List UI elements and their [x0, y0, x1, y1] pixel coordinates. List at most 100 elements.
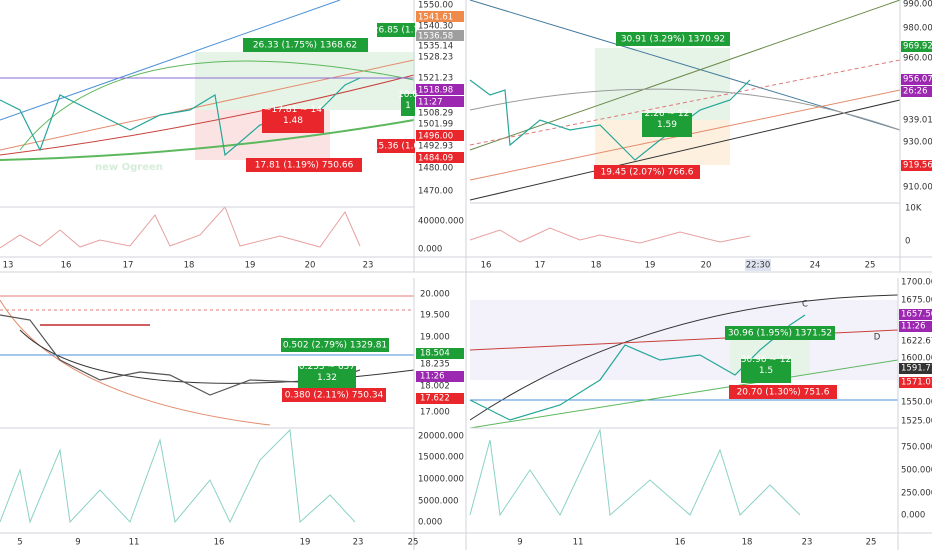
price-label: 11:27: [418, 98, 443, 108]
date-label: 17: [535, 261, 546, 271]
price-label: 17.622: [420, 394, 450, 404]
date-label: 17: [123, 261, 134, 271]
price-label: 18.504: [420, 349, 450, 359]
price-label: 1480.00: [418, 164, 453, 174]
date-label: 9: [517, 538, 522, 548]
date-label: 19: [300, 538, 311, 548]
volume-label: 250.000: [901, 489, 932, 499]
price-label: 969.92: [903, 42, 932, 52]
date-label: 25: [408, 538, 419, 548]
price-label: 17.000: [420, 408, 450, 418]
annotation: 10.6: [398, 90, 418, 100]
volume-label: 750.000: [901, 443, 932, 453]
price-label: 1470.00: [418, 187, 453, 197]
price-label: 1492.93: [418, 142, 453, 152]
price-label: 1496.00: [418, 132, 453, 142]
annotation: 30.96 (1.95%) 1371.52: [728, 329, 832, 339]
price-label: 18.002: [420, 382, 450, 392]
date-label: 16: [61, 261, 72, 271]
volume-label: 40000.000: [418, 217, 464, 227]
watermark: new Ogreen: [95, 162, 163, 173]
volume-label: 0.000: [418, 245, 442, 255]
price-label: 1571.01: [901, 378, 932, 388]
price-label: 1508.29: [418, 109, 453, 119]
annotation: D: [874, 333, 881, 343]
price-label: 1501.99: [418, 120, 453, 130]
annotation: 26.85 (1.7: [373, 26, 419, 36]
date-label: 20: [701, 261, 712, 271]
date-label: 16: [675, 538, 686, 548]
price-label: 1550.00: [418, 1, 453, 11]
date-label: 16: [481, 261, 492, 271]
price-label: 939.01: [903, 116, 932, 126]
annotation: 1.59: [657, 120, 677, 130]
date-label: 16: [214, 538, 225, 548]
date-label: 19: [645, 261, 656, 271]
price-label: 20.000: [420, 290, 450, 300]
date-label: 5: [17, 538, 22, 548]
volume-label: 0: [905, 237, 910, 247]
price-label: 910.00: [903, 183, 932, 193]
date-label: 24: [810, 261, 821, 271]
date-label: 23: [802, 538, 813, 548]
price-label: 1657.50: [901, 310, 932, 320]
price-label: 980.00: [903, 24, 932, 34]
annotation: 0.380 (2.11%) 750.34: [285, 391, 384, 401]
annotation: 26.33 (1.75%) 1368.62: [253, 41, 357, 51]
annotation: 17.81 (1.19%) 750.66: [255, 161, 354, 171]
volume-label: 0.000: [901, 511, 925, 521]
annotation: ~17.81 ~ 14: [264, 105, 322, 115]
volume-label: 10000.000: [418, 475, 464, 485]
price-tags: [416, 11, 932, 404]
price-label: 1591.71: [901, 364, 932, 374]
date-label: 25: [866, 538, 877, 548]
price-label: 1675.00: [901, 296, 932, 306]
price-label: 1541.61: [418, 13, 453, 23]
annotation: 0.502 (2.79%) 1329.81: [283, 341, 387, 351]
annotation: 30.91 (3.29%) 1370.92: [621, 35, 725, 45]
annotation: 1.5: [759, 366, 773, 376]
price-label: 1622.67: [901, 337, 932, 347]
price-label: 1700.00: [901, 278, 932, 288]
price-label: 1525.00: [901, 417, 932, 427]
price-label: 930.00: [903, 138, 932, 148]
date-label: 23: [363, 261, 374, 271]
date-label: 19: [245, 261, 256, 271]
volume-label: 500.000: [901, 466, 932, 476]
volume-label: 20000.000: [418, 432, 464, 442]
price-label: 1518.98: [418, 86, 453, 96]
annotation-boxes: [243, 23, 837, 402]
price-line: [469, 314, 806, 421]
date-label: 20: [305, 261, 316, 271]
annotation: 15.36 (1.0: [373, 142, 420, 152]
volume-label: 15000.000: [418, 453, 464, 463]
price-label: 1528.23: [418, 53, 453, 63]
date-label: 9: [75, 538, 80, 548]
date-label: 18: [184, 261, 195, 271]
date-label: 11: [573, 538, 584, 548]
volume: [0, 206, 801, 524]
price-label: 11:26: [901, 322, 926, 332]
price-label: 11:26: [420, 372, 445, 382]
date-label: 23: [353, 538, 364, 548]
date-label: 18: [742, 538, 753, 548]
price-label: 1535.14: [418, 42, 453, 52]
price-label: 956.07: [903, 75, 932, 85]
date-label: 25: [865, 261, 876, 271]
volume-label: 10K: [905, 204, 922, 214]
annotation: 1.32: [317, 373, 337, 383]
annotation: 0.253 ~ 657: [299, 362, 355, 372]
date-label: 13: [3, 261, 14, 271]
price-label: 18.235: [420, 360, 450, 370]
date-label: 22:30: [746, 261, 771, 271]
volume-label: 5000.000: [418, 497, 459, 507]
price-label: 990.00: [903, 0, 932, 10]
annotation: 19.45 (2.07%) 766.6: [601, 168, 694, 178]
price-label: 19.000: [420, 333, 450, 343]
price-label: 1600.00: [901, 354, 932, 364]
price-label: 1540.30: [418, 22, 453, 32]
price-label: 1521.23: [418, 74, 453, 84]
annotation: 20.70 (1.30%) 751.6: [737, 388, 830, 398]
